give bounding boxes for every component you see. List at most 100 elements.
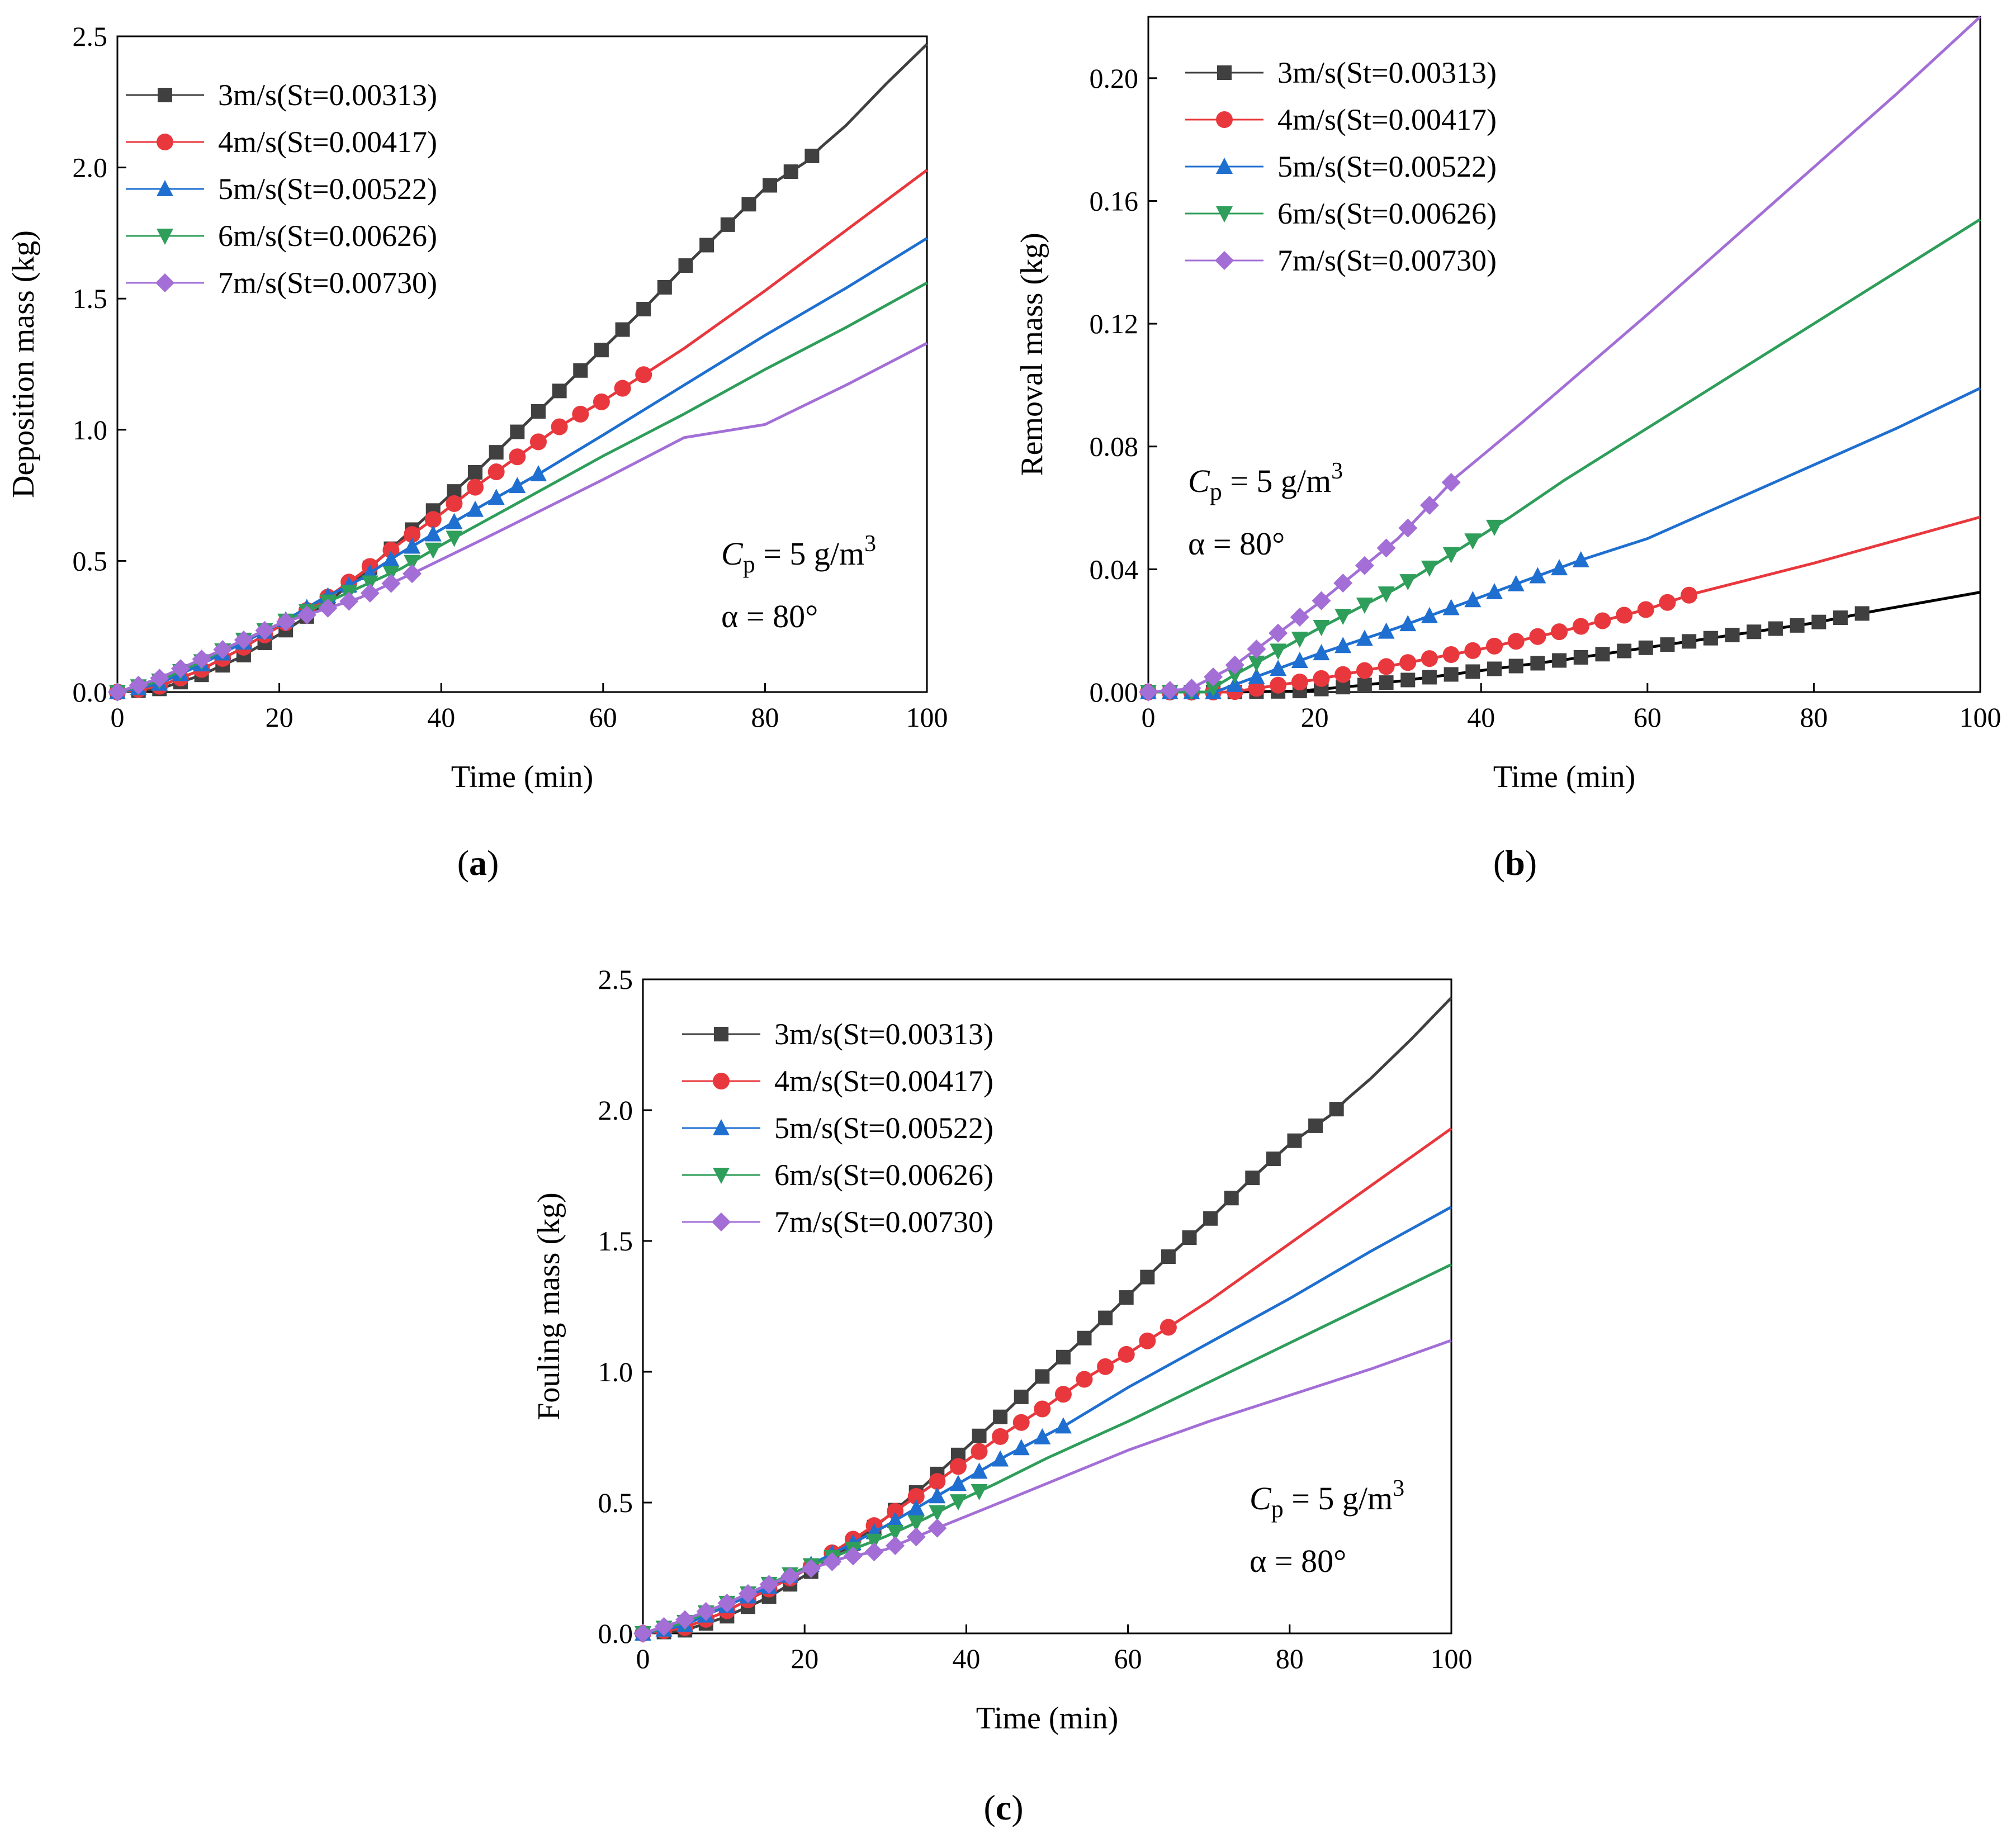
series-6ms: [635, 1263, 1452, 1642]
x-tick-label: 40: [952, 1643, 980, 1674]
data-point: [654, 1617, 674, 1636]
data-point: [1355, 556, 1374, 575]
data-point: [614, 380, 631, 397]
data-point: [1224, 1191, 1239, 1206]
legend-label: 6m/s(St=0.00626): [1277, 197, 1497, 230]
series-line: [1148, 387, 1981, 694]
cp-value: = 5 g/m: [1222, 463, 1331, 499]
data-point: [1376, 538, 1396, 558]
legend-label: 7m/s(St=0.00730): [1277, 244, 1497, 277]
data-point: [1118, 1345, 1135, 1363]
legend-marker: [158, 88, 172, 102]
data-point: [949, 1475, 967, 1491]
y-axis-label: Fouling mass (kg): [532, 1192, 566, 1420]
cp-label: Cp = 5 g/m3: [1188, 458, 1343, 505]
data-point: [1465, 664, 1480, 679]
data-point: [1291, 632, 1308, 648]
data-point: [1056, 1349, 1071, 1365]
data-point: [424, 542, 442, 559]
panel-tag-open: (: [1493, 843, 1505, 883]
data-point: [1638, 640, 1653, 655]
data-point: [1854, 606, 1870, 621]
data-point: [1334, 637, 1352, 653]
data-point: [1266, 1152, 1281, 1167]
data-point: [510, 424, 525, 439]
data-point: [1507, 575, 1525, 591]
legend-marker: [157, 229, 173, 245]
data-point: [1161, 1249, 1176, 1264]
panel-tag-letter: c: [996, 1788, 1011, 1827]
alpha-label: α = 80°: [721, 598, 818, 634]
x-tick-label: 60: [589, 702, 617, 733]
data-point: [1356, 662, 1373, 679]
y-tick-label: 2.0: [73, 152, 108, 183]
data-point: [1379, 675, 1394, 690]
data-point: [1616, 607, 1633, 624]
data-point: [1312, 591, 1331, 610]
cp-subscript: p: [1271, 1495, 1284, 1523]
x-tick-label: 80: [1276, 1643, 1304, 1674]
data-point: [675, 1610, 695, 1629]
data-point: [171, 659, 190, 679]
panel-tag-close: ): [1525, 843, 1537, 883]
data-point: [1034, 1428, 1051, 1444]
x-tick-label: 0: [1142, 702, 1156, 733]
data-point: [1204, 667, 1223, 686]
data-point: [1054, 1386, 1072, 1403]
y-tick-label: 1.0: [73, 414, 108, 446]
data-point: [906, 1527, 926, 1547]
data-point: [1594, 612, 1611, 629]
data-point: [1270, 643, 1287, 660]
series-line: [642, 1127, 1452, 1635]
data-point: [1703, 631, 1718, 646]
data-point: [1398, 518, 1418, 538]
data-point: [1486, 519, 1503, 536]
x-tick-label: 0: [111, 702, 125, 733]
data-point: [1464, 591, 1482, 608]
data-point: [783, 164, 798, 179]
data-point: [1269, 623, 1288, 643]
data-point: [1442, 547, 1460, 563]
data-point: [1270, 676, 1287, 694]
legend-marker: [1217, 65, 1232, 80]
data-point: [907, 1515, 925, 1532]
x-tick-label: 60: [1634, 702, 1662, 733]
data-point: [1747, 624, 1762, 639]
data-point: [1400, 672, 1416, 688]
data-point: [720, 217, 735, 232]
legend-label: 5m/s(St=0.00522): [774, 1111, 993, 1145]
x-tick-label: 20: [1301, 702, 1329, 733]
chart-fouling: 0 20 40 60 80 100 0.0 0.5 1.0 1.5 2.0 2.5 Time (min)…: [532, 964, 1473, 1827]
y-tick-label: 0.00: [1090, 676, 1139, 708]
series-7ms: [1139, 16, 1981, 702]
data-point: [1487, 661, 1502, 676]
data-point: [657, 279, 672, 295]
data-point: [992, 1428, 1009, 1445]
legend-label: 3m/s(St=0.00313): [218, 78, 437, 112]
data-point: [1329, 1102, 1344, 1117]
legend-label: 7m/s(St=0.00730): [218, 266, 437, 300]
data-point: [1486, 637, 1503, 655]
data-point: [552, 383, 567, 399]
data-point: [1205, 680, 1222, 697]
y-tick-label: 0.0: [598, 1618, 633, 1649]
legend-marker: [713, 1073, 730, 1089]
cp-symbol: C: [721, 536, 744, 572]
data-point: [1313, 644, 1330, 661]
data-point: [1790, 618, 1805, 633]
data-point: [1529, 628, 1546, 645]
legend-label: 4m/s(St=0.00417): [1277, 103, 1497, 136]
data-point: [1378, 586, 1395, 603]
data-point: [446, 495, 463, 512]
data-point: [1226, 675, 1243, 692]
series-line: [117, 169, 928, 694]
data-point: [1551, 623, 1568, 641]
cp-symbol: C: [1250, 1480, 1272, 1517]
data-point: [276, 612, 296, 632]
data-point: [573, 363, 588, 378]
data-point: [635, 366, 652, 383]
data-point: [971, 1484, 988, 1500]
data-point: [1356, 598, 1373, 614]
data-point: [1551, 559, 1568, 576]
